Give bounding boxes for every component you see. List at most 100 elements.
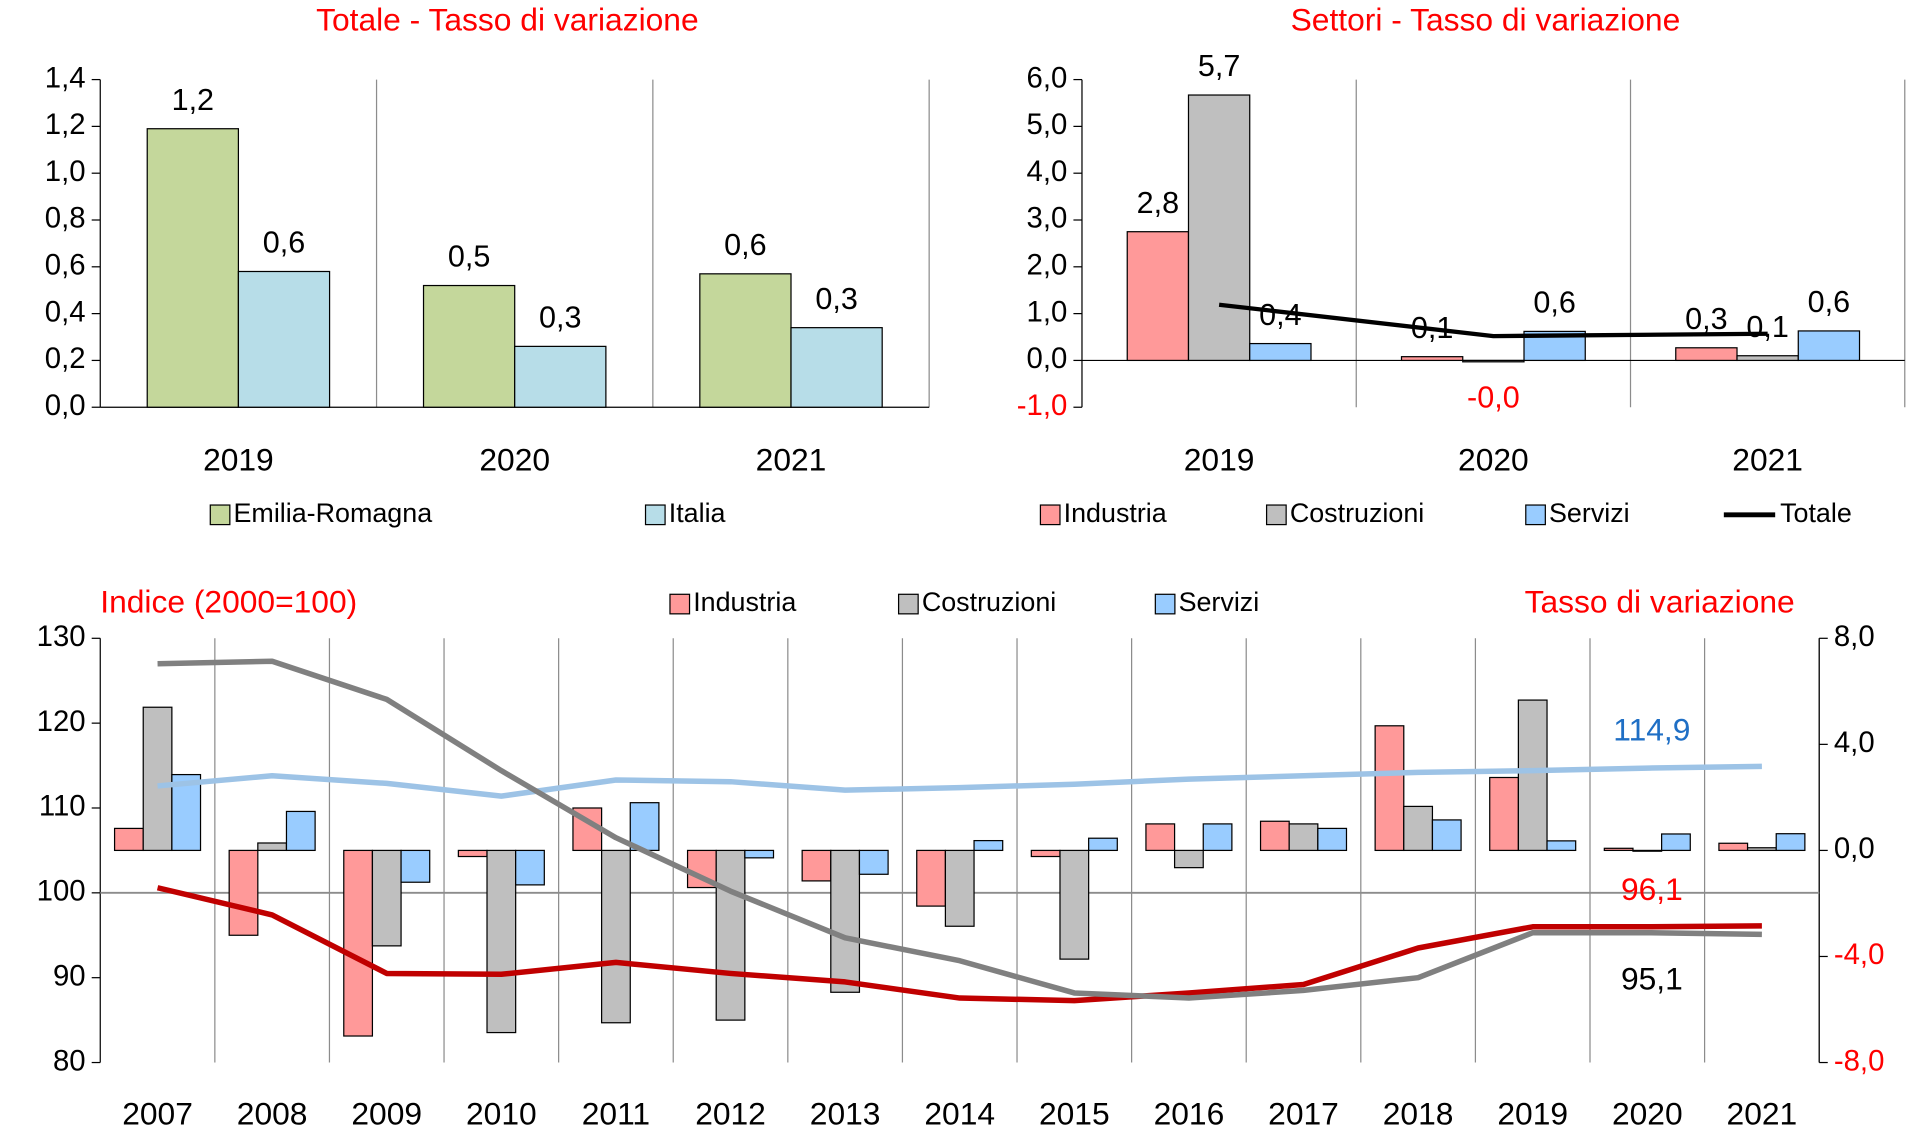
y2-tick-label: 8,0 xyxy=(1834,620,1875,653)
x-tick-label: 2020 xyxy=(479,442,550,478)
value-label: 0,6 xyxy=(1808,285,1850,319)
bar xyxy=(1661,833,1691,852)
bar xyxy=(400,849,431,883)
y-axis-label: Indice (2000=100) xyxy=(100,583,357,619)
y-tick-label: 110 xyxy=(39,790,86,823)
value-label: 0,3 xyxy=(815,282,857,316)
value-label: 0,1 xyxy=(1746,310,1788,344)
y-tick-label: 0,2 xyxy=(45,342,86,375)
legend-label: Costruzioni xyxy=(1290,498,1424,528)
x-tick-label: 2019 xyxy=(1497,1096,1568,1132)
x-tick-label: 2019 xyxy=(1184,442,1255,478)
y-tick-label: 0,8 xyxy=(45,202,86,235)
x-tick-label: 2007 xyxy=(122,1096,193,1132)
line xyxy=(157,763,1762,799)
legend-swatch xyxy=(897,593,919,615)
y-tick-label: 100 xyxy=(37,875,86,908)
bar xyxy=(801,849,832,882)
x-tick-label: 2008 xyxy=(237,1096,308,1132)
value-label: -0,0 xyxy=(1467,381,1520,415)
value-label: 2,8 xyxy=(1137,186,1179,220)
bar xyxy=(1088,837,1118,852)
y-tick-label: 1,0 xyxy=(1027,295,1068,328)
x-tick-label: 2009 xyxy=(351,1096,422,1132)
x-tick-label: 2016 xyxy=(1154,1096,1225,1132)
y-tick-label: 1,4 xyxy=(45,61,86,94)
legend-swatch xyxy=(1039,504,1061,526)
x-tick-label: 2013 xyxy=(810,1096,881,1132)
y-tick-label: 80 xyxy=(53,1044,86,1077)
x-tick-label: 2021 xyxy=(1732,442,1803,478)
bar xyxy=(237,270,331,408)
bar xyxy=(1736,355,1799,362)
bar xyxy=(790,327,883,408)
y2-tick-label: -8,0 xyxy=(1834,1044,1885,1077)
y-tick-label: 0,6 xyxy=(45,249,86,282)
bar xyxy=(830,849,861,993)
bar xyxy=(1187,94,1251,362)
bar xyxy=(916,849,947,907)
y-tick-label: 1,2 xyxy=(45,108,86,141)
bar xyxy=(1059,849,1090,960)
line xyxy=(1218,302,1768,339)
y-tick-label: 130 xyxy=(37,620,86,653)
x-tick-label: 2015 xyxy=(1039,1096,1110,1132)
x-tick-label: 2020 xyxy=(1612,1096,1683,1132)
bar xyxy=(1317,827,1348,852)
bar xyxy=(514,345,607,408)
legend-label: Industria xyxy=(1064,498,1167,528)
y-tick-label: 5,0 xyxy=(1027,108,1068,141)
y-tick-label: 2,0 xyxy=(1027,249,1068,282)
y2-tick-label: 4,0 xyxy=(1834,726,1875,759)
bar xyxy=(1145,823,1176,852)
legend-swatch xyxy=(209,504,231,526)
x-tick-label: 2021 xyxy=(1727,1096,1798,1132)
bar xyxy=(371,849,402,947)
value-label: 0,3 xyxy=(1685,302,1727,336)
legend-swatch xyxy=(644,504,666,526)
bar xyxy=(142,706,173,852)
x-tick-label: 2011 xyxy=(582,1096,650,1132)
y-tick-label: -1,0 xyxy=(1017,389,1068,422)
bar xyxy=(1462,359,1525,363)
line-value-label: 96,1 xyxy=(1621,871,1683,907)
value-label: 0,5 xyxy=(448,240,490,274)
legend-swatch xyxy=(1154,593,1176,615)
bar xyxy=(228,849,259,936)
bar xyxy=(1374,725,1405,852)
legend-label: Costruzioni xyxy=(922,587,1056,617)
bar xyxy=(113,827,144,852)
bar xyxy=(515,849,545,886)
bar xyxy=(699,273,792,408)
x-tick-label: 2017 xyxy=(1268,1096,1339,1132)
bar xyxy=(1403,805,1434,852)
bar xyxy=(1675,347,1738,362)
chart-title: Settori - Tasso di variazione xyxy=(1291,2,1681,38)
legend-label: Emilia-Romagna xyxy=(234,498,433,528)
x-tick-label: 2010 xyxy=(466,1096,537,1132)
bar xyxy=(171,773,202,852)
bar xyxy=(343,849,374,1037)
value-label: 1,2 xyxy=(172,83,214,117)
line-value-label: 95,1 xyxy=(1621,960,1683,996)
y2-tick-label: -4,0 xyxy=(1834,938,1885,971)
bar xyxy=(1431,819,1462,852)
x-tick-label: 2014 xyxy=(924,1096,995,1132)
value-label: 0,3 xyxy=(539,301,581,335)
legend-label: Servizi xyxy=(1549,498,1630,528)
bar xyxy=(1126,231,1190,362)
line xyxy=(156,885,1762,1004)
y-tick-label: 6,0 xyxy=(1027,61,1068,94)
y2-axis-label: Tasso di variazione xyxy=(1525,583,1795,619)
bar xyxy=(422,284,516,408)
bar xyxy=(1249,342,1312,362)
value-label: 0,6 xyxy=(1533,286,1575,320)
bar xyxy=(1775,833,1806,852)
bar xyxy=(973,839,1004,852)
x-tick-label: 2012 xyxy=(695,1096,766,1132)
bar xyxy=(1259,820,1290,852)
legend-label: Servizi xyxy=(1179,587,1260,617)
y-tick-label: 90 xyxy=(53,959,86,992)
